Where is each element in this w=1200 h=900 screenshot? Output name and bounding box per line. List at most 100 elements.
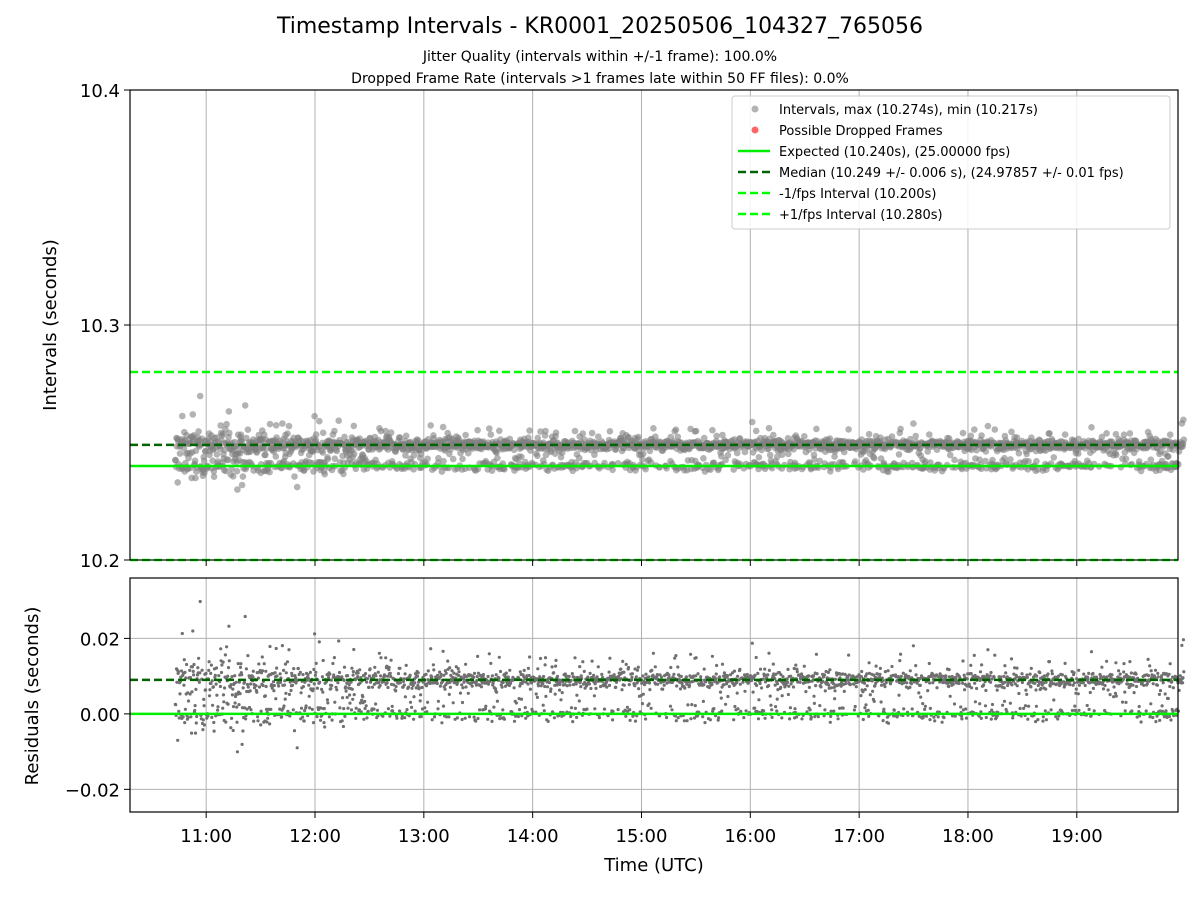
residual-point [193,708,197,713]
residual-point [588,671,592,676]
interval-point [922,458,929,465]
residual-point [248,689,252,693]
residual-point [569,706,574,710]
residual-point [420,685,424,690]
residual-point [403,695,407,699]
residuals-plot-area [130,578,1178,812]
residual-point [268,644,272,649]
residual-point [1039,686,1043,691]
residual-point [554,664,558,668]
residual-point [995,688,999,692]
residual-point [795,670,799,674]
residual-point [879,683,884,687]
residual-point [531,709,535,714]
residual-point [625,705,630,709]
residual-point [753,706,757,710]
residual-point [969,672,973,676]
residual-point [559,698,563,702]
residual-point [565,684,569,688]
residual-point [701,699,706,704]
residual-point [261,669,265,673]
residual-point [430,718,434,722]
residual-point [614,685,618,689]
residual-point [214,682,218,686]
residual-point [1041,719,1045,723]
residual-point [197,680,201,684]
residual-point [202,723,206,727]
interval-point [192,447,200,455]
residual-point [676,665,680,669]
residual-point [978,670,983,674]
residual-point [952,702,957,706]
residual-point [326,701,330,705]
residual-point [542,709,546,713]
residual-point [767,651,771,655]
residual-point [341,696,345,700]
residual-point [627,683,631,687]
residual-point [871,689,875,693]
residual-point [346,706,350,710]
residual-point [314,661,318,666]
residual-point [812,674,816,678]
residual-point [986,648,990,652]
residual-point [257,685,262,689]
residual-point [779,685,783,690]
residual-point [460,700,465,705]
residual-point [178,692,182,696]
residual-point [341,724,345,729]
residual-point [755,683,759,688]
interval-point [755,454,763,461]
residual-point [738,667,742,671]
interval-point [291,473,298,480]
residual-point [965,677,969,681]
residual-point [327,675,331,680]
residual-point [443,687,447,691]
residual-point [951,682,955,686]
residual-point [624,714,628,718]
interval-point [1007,456,1014,463]
interval-point [284,430,291,437]
residual-point [192,673,196,677]
residual-point [568,683,572,687]
residual-point [602,707,607,711]
residual-point [403,672,407,676]
interval-point [377,427,385,435]
interval-point [606,428,614,435]
residual-point [859,694,863,698]
residual-point [182,658,186,662]
residual-point [476,654,480,659]
residual-point [992,675,996,679]
residual-point [942,680,946,685]
residual-point [659,675,664,679]
residual-point [733,704,737,709]
interval-point [341,433,348,441]
residual-point [352,647,356,652]
residual-point [881,719,885,723]
residual-point [528,687,533,691]
interval-point [1033,458,1040,465]
interval-point [387,429,395,436]
residual-point [926,689,930,693]
interval-point [951,456,958,464]
residual-point [190,690,194,694]
residual-point [378,683,382,688]
interval-point [518,453,525,461]
residual-point [336,681,340,685]
residual-point [589,686,593,691]
interval-point [571,427,579,435]
residual-point [207,660,211,664]
residual-point [1015,684,1019,688]
residual-point [750,641,754,645]
residual-point [978,702,982,706]
residual-point [547,681,552,685]
residual-point [475,675,479,679]
residual-point [280,715,284,719]
interval-point [709,426,716,434]
residual-point [624,662,628,667]
residual-point [315,715,319,719]
residual-point [500,685,504,689]
residual-point [211,703,215,707]
residual-point [285,660,290,664]
residual-point [846,678,850,682]
interval-point [700,434,708,442]
